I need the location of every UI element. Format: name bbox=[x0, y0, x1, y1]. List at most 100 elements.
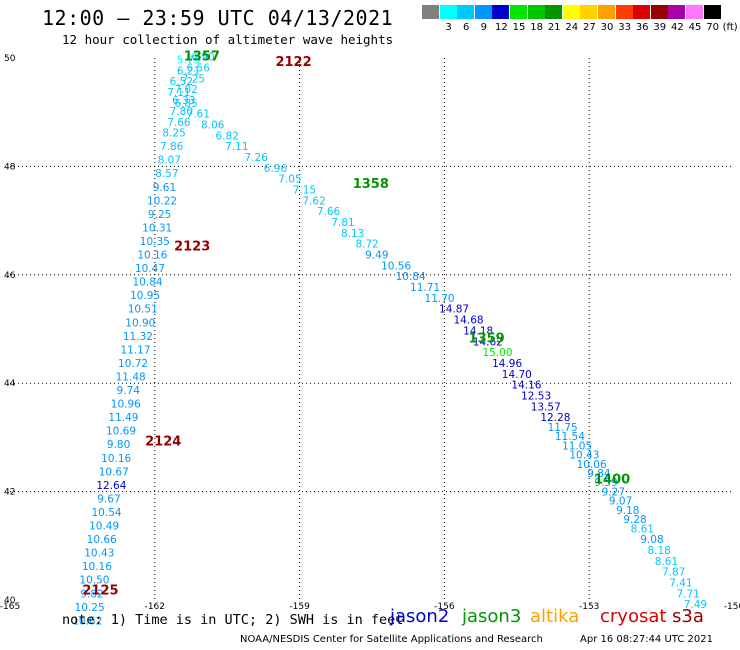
wave-height-value: 9.18 bbox=[616, 505, 639, 517]
legend-item-cryosat: cryosat bbox=[600, 606, 667, 627]
wave-height-value: 11.71 bbox=[410, 282, 440, 294]
color-scale-label: 27 bbox=[583, 22, 596, 33]
wave-height-value: 10.90 bbox=[125, 317, 155, 329]
wave-height-value: 11.70 bbox=[425, 293, 455, 305]
wave-height-value: 6.21 bbox=[177, 65, 200, 77]
wave-height-value: 7.81 bbox=[331, 217, 354, 229]
y-tick-label: 50 bbox=[4, 54, 16, 64]
pass-time-label: 1358 bbox=[353, 177, 389, 192]
x-tick-label: -159 bbox=[289, 602, 310, 612]
color-swatch bbox=[545, 5, 563, 19]
pass-time-label: 1400 bbox=[594, 472, 630, 487]
wave-height-value: 10.96 bbox=[111, 399, 141, 411]
color-scale-label: 12 bbox=[495, 22, 508, 33]
color-scale-unit: (ft) bbox=[722, 22, 738, 33]
generation-timestamp: Apr 16 08:27:44 UTC 2021 bbox=[580, 634, 713, 645]
wave-height-value: 7.66 bbox=[167, 117, 191, 129]
legend-item-jason3: jason3 bbox=[462, 606, 522, 627]
wave-height-value: 7.62 bbox=[302, 195, 325, 207]
color-swatch bbox=[457, 5, 475, 19]
wave-height-value: 14.87 bbox=[439, 304, 469, 316]
color-swatch bbox=[562, 5, 580, 19]
wave-height-value: 8.07 bbox=[158, 155, 181, 167]
wave-height-value: 10.43 bbox=[84, 548, 114, 560]
wave-height-value: 6.90 bbox=[191, 52, 214, 64]
color-scale-label: 45 bbox=[688, 22, 702, 33]
wave-height-value: 11.05 bbox=[562, 440, 592, 452]
x-tick-label: -156 bbox=[434, 602, 455, 612]
wave-height-value: 9.59 bbox=[594, 477, 617, 489]
color-swatch bbox=[650, 5, 668, 19]
wave-height-value: 10.43 bbox=[569, 450, 599, 462]
wave-height-value: 7.15 bbox=[293, 185, 316, 197]
color-scale-label: 39 bbox=[653, 22, 667, 33]
wave-height-value: 10.50 bbox=[79, 575, 109, 587]
color-scale-label: 21 bbox=[547, 22, 561, 33]
wave-height-value: 9.25 bbox=[148, 209, 171, 221]
color-swatch bbox=[422, 5, 439, 19]
color-scale-label: 42 bbox=[671, 22, 684, 33]
color-scale-label: 24 bbox=[565, 22, 579, 33]
color-swatch bbox=[439, 5, 457, 19]
map-subtitle: 12 hour collection of altimeter wave hei… bbox=[62, 32, 394, 47]
wave-height-value: 10.35 bbox=[140, 236, 170, 248]
wave-height-value: 14.62 bbox=[473, 336, 503, 348]
wave-height-value: 11.54 bbox=[555, 431, 585, 443]
y-tick-label: 42 bbox=[4, 488, 15, 498]
color-swatch bbox=[510, 5, 527, 19]
y-tick-label: 44 bbox=[4, 379, 16, 389]
wave-height-value: 6.33 bbox=[172, 95, 195, 107]
wave-height-value: 10.69 bbox=[106, 426, 136, 438]
wave-height-value: 10.72 bbox=[118, 358, 148, 370]
wave-height-value: 10.54 bbox=[92, 507, 122, 519]
wave-height-value: 10.49 bbox=[89, 521, 119, 533]
wave-height-value: 7.11 bbox=[225, 141, 248, 153]
wave-height-value: 11.75 bbox=[548, 422, 578, 434]
wave-height-value: 9.49 bbox=[365, 250, 388, 262]
wave-height-value: 11.32 bbox=[123, 331, 153, 343]
wave-height-value: 10.62 bbox=[72, 615, 102, 627]
wave-height-value: 10.51 bbox=[128, 304, 158, 316]
wave-height-value: 7.61 bbox=[187, 109, 210, 121]
y-tick-label: 46 bbox=[4, 271, 16, 281]
wave-height-value: 7.87 bbox=[662, 567, 685, 579]
wave-height-value: 8.57 bbox=[155, 168, 178, 180]
y-tick-label: 40 bbox=[4, 596, 16, 606]
color-swatch bbox=[615, 5, 633, 19]
color-swatch bbox=[580, 5, 598, 19]
pass-time-label: 1357 bbox=[184, 50, 220, 65]
wave-height-value: 9.84 bbox=[587, 468, 611, 480]
wave-height-value: 7.49 bbox=[684, 599, 707, 611]
wave-height-value: 8.25 bbox=[162, 128, 185, 140]
wave-height-value: 7.25 bbox=[182, 73, 205, 85]
x-tick-label: -153 bbox=[579, 602, 599, 612]
wave-height-value: 10.06 bbox=[577, 459, 607, 471]
wave-height-value: 9.67 bbox=[97, 493, 120, 505]
wave-height-value: 8.72 bbox=[355, 239, 378, 251]
map-title: 12:00 — 23:59 UTC 04/13/2021 bbox=[42, 6, 394, 30]
color-swatch bbox=[633, 5, 651, 19]
wave-height-value: 12.28 bbox=[540, 412, 570, 424]
pass-time-label: 2123 bbox=[174, 239, 210, 254]
wave-height-value: 12.64 bbox=[96, 480, 126, 492]
wave-height-value: 6.56 bbox=[187, 63, 211, 75]
wave-height-value: 7.26 bbox=[244, 152, 268, 164]
wave-height-value: 10.66 bbox=[87, 534, 117, 546]
wave-height-value: 14.18 bbox=[463, 325, 493, 337]
color-swatch bbox=[492, 5, 510, 19]
wave-height-value: 10.16 bbox=[82, 561, 112, 573]
wave-height-value: 9.28 bbox=[623, 514, 646, 526]
wave-height-value: 7.02 bbox=[174, 84, 197, 96]
wave-height-value: 14.16 bbox=[511, 380, 541, 392]
wave-height-value: 10.95 bbox=[130, 290, 160, 302]
wave-height-value: 12.53 bbox=[521, 390, 551, 402]
legend-item-altika: altika bbox=[530, 606, 580, 627]
wave-height-value: 10.84 bbox=[133, 277, 163, 289]
color-scale-label: 6 bbox=[463, 22, 470, 33]
color-swatch bbox=[598, 5, 615, 19]
wave-height-value: 10.67 bbox=[99, 466, 129, 478]
color-scale-label: 15 bbox=[512, 22, 526, 33]
wave-height-value: 9.61 bbox=[153, 182, 176, 194]
wave-height-value: 14.96 bbox=[492, 358, 522, 370]
